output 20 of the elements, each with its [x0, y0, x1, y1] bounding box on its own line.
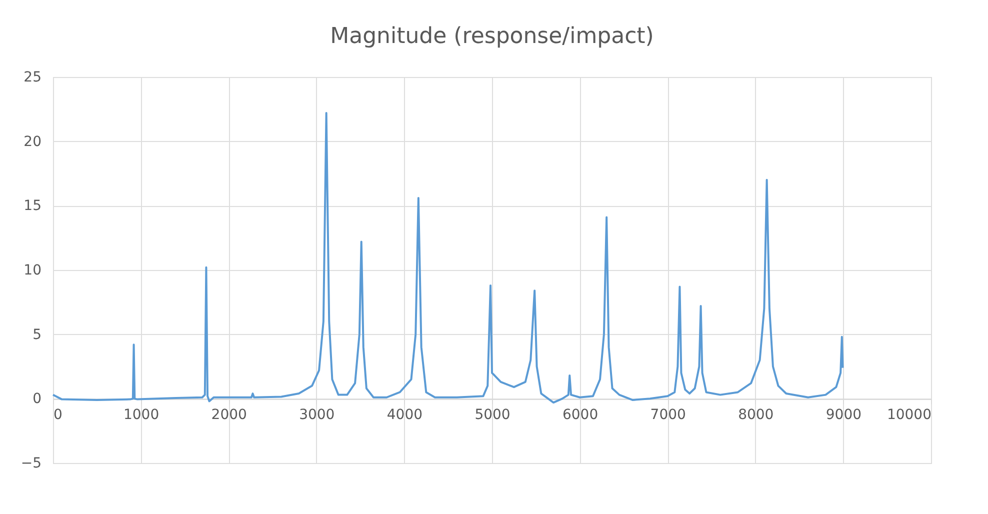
y-tick-label: 10 [24, 262, 42, 278]
x-tick-label: 3000 [299, 407, 335, 424]
y-tick-label: 0 [32, 391, 42, 408]
y-tick-label: 5 [32, 326, 42, 343]
x-tick-label: 5000 [474, 407, 510, 424]
x-tick-label: 7000 [650, 407, 686, 424]
x-tick-label: 2000 [211, 407, 247, 424]
chart-title: Magnitude (response/impact) [330, 24, 654, 49]
y-tick-label: 15 [24, 198, 42, 214]
x-tick-label: 10000 [886, 407, 932, 424]
x-tick-label: 9000 [826, 407, 862, 424]
y-tick-label: −5 [20, 456, 42, 472]
x-tick-label: 0 [54, 407, 62, 424]
x-tick-label: 4000 [386, 407, 423, 424]
y-tick-label: 25 [24, 70, 42, 86]
y-tick-label: 20 [24, 134, 42, 150]
line-series [52, 112, 844, 404]
x-tick-label: 6000 [562, 407, 598, 424]
x-tick-label: 1000 [123, 407, 160, 424]
x-tick-label: 8000 [738, 407, 774, 424]
